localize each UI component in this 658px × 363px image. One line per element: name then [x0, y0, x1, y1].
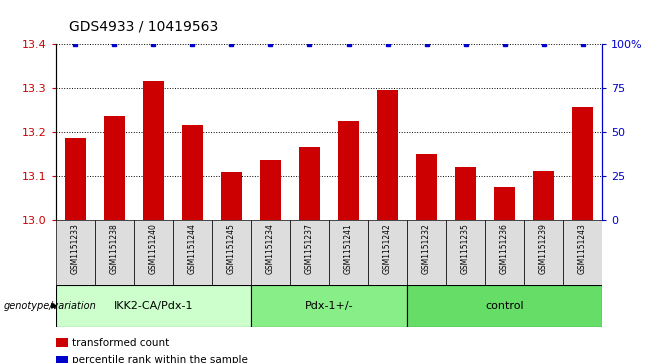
Text: GSM1151240: GSM1151240	[149, 223, 158, 274]
Text: transformed count: transformed count	[72, 338, 170, 348]
Bar	[485, 220, 524, 285]
Text: GSM1151235: GSM1151235	[461, 223, 470, 274]
Text: GSM1151232: GSM1151232	[422, 223, 431, 274]
Bar	[56, 220, 95, 285]
Bar	[572, 107, 594, 220]
Text: GDS4933 / 10419563: GDS4933 / 10419563	[69, 20, 218, 34]
Text: GSM1151245: GSM1151245	[227, 223, 236, 274]
Bar	[290, 220, 329, 285]
Text: control: control	[485, 301, 524, 311]
Bar	[299, 147, 320, 220]
Text: percentile rank within the sample: percentile rank within the sample	[72, 355, 248, 363]
Bar	[134, 220, 173, 285]
Text: GSM1151237: GSM1151237	[305, 223, 314, 274]
Bar	[407, 285, 602, 327]
Text: GSM1151244: GSM1151244	[188, 223, 197, 274]
Text: GSM1151238: GSM1151238	[110, 223, 119, 274]
Bar	[56, 285, 251, 327]
Bar	[260, 160, 281, 220]
Bar	[533, 171, 554, 220]
Bar	[173, 220, 212, 285]
Bar	[368, 220, 407, 285]
Text: GSM1151243: GSM1151243	[578, 223, 587, 274]
Bar	[338, 121, 359, 220]
Text: GSM1151241: GSM1151241	[344, 223, 353, 274]
Text: Pdx-1+/-: Pdx-1+/-	[305, 301, 353, 311]
Bar	[64, 138, 86, 220]
Bar	[251, 285, 407, 327]
Bar	[251, 220, 290, 285]
Bar	[524, 220, 563, 285]
Bar	[220, 172, 242, 220]
Text: GSM1151239: GSM1151239	[539, 223, 548, 274]
Bar	[563, 220, 602, 285]
Text: genotype/variation: genotype/variation	[3, 301, 96, 311]
Bar	[212, 220, 251, 285]
Text: GSM1151242: GSM1151242	[383, 223, 392, 274]
Text: GSM1151233: GSM1151233	[71, 223, 80, 274]
Bar	[104, 116, 125, 220]
Bar	[377, 90, 398, 220]
Bar	[95, 220, 134, 285]
Bar	[143, 81, 164, 220]
Text: GSM1151234: GSM1151234	[266, 223, 275, 274]
Bar	[494, 187, 515, 220]
Text: IKK2-CA/Pdx-1: IKK2-CA/Pdx-1	[114, 301, 193, 311]
Bar	[416, 155, 438, 220]
Text: GSM1151236: GSM1151236	[500, 223, 509, 274]
Bar	[329, 220, 368, 285]
Bar	[407, 220, 446, 285]
Bar	[182, 125, 203, 220]
Bar	[446, 220, 485, 285]
Bar	[455, 167, 476, 220]
